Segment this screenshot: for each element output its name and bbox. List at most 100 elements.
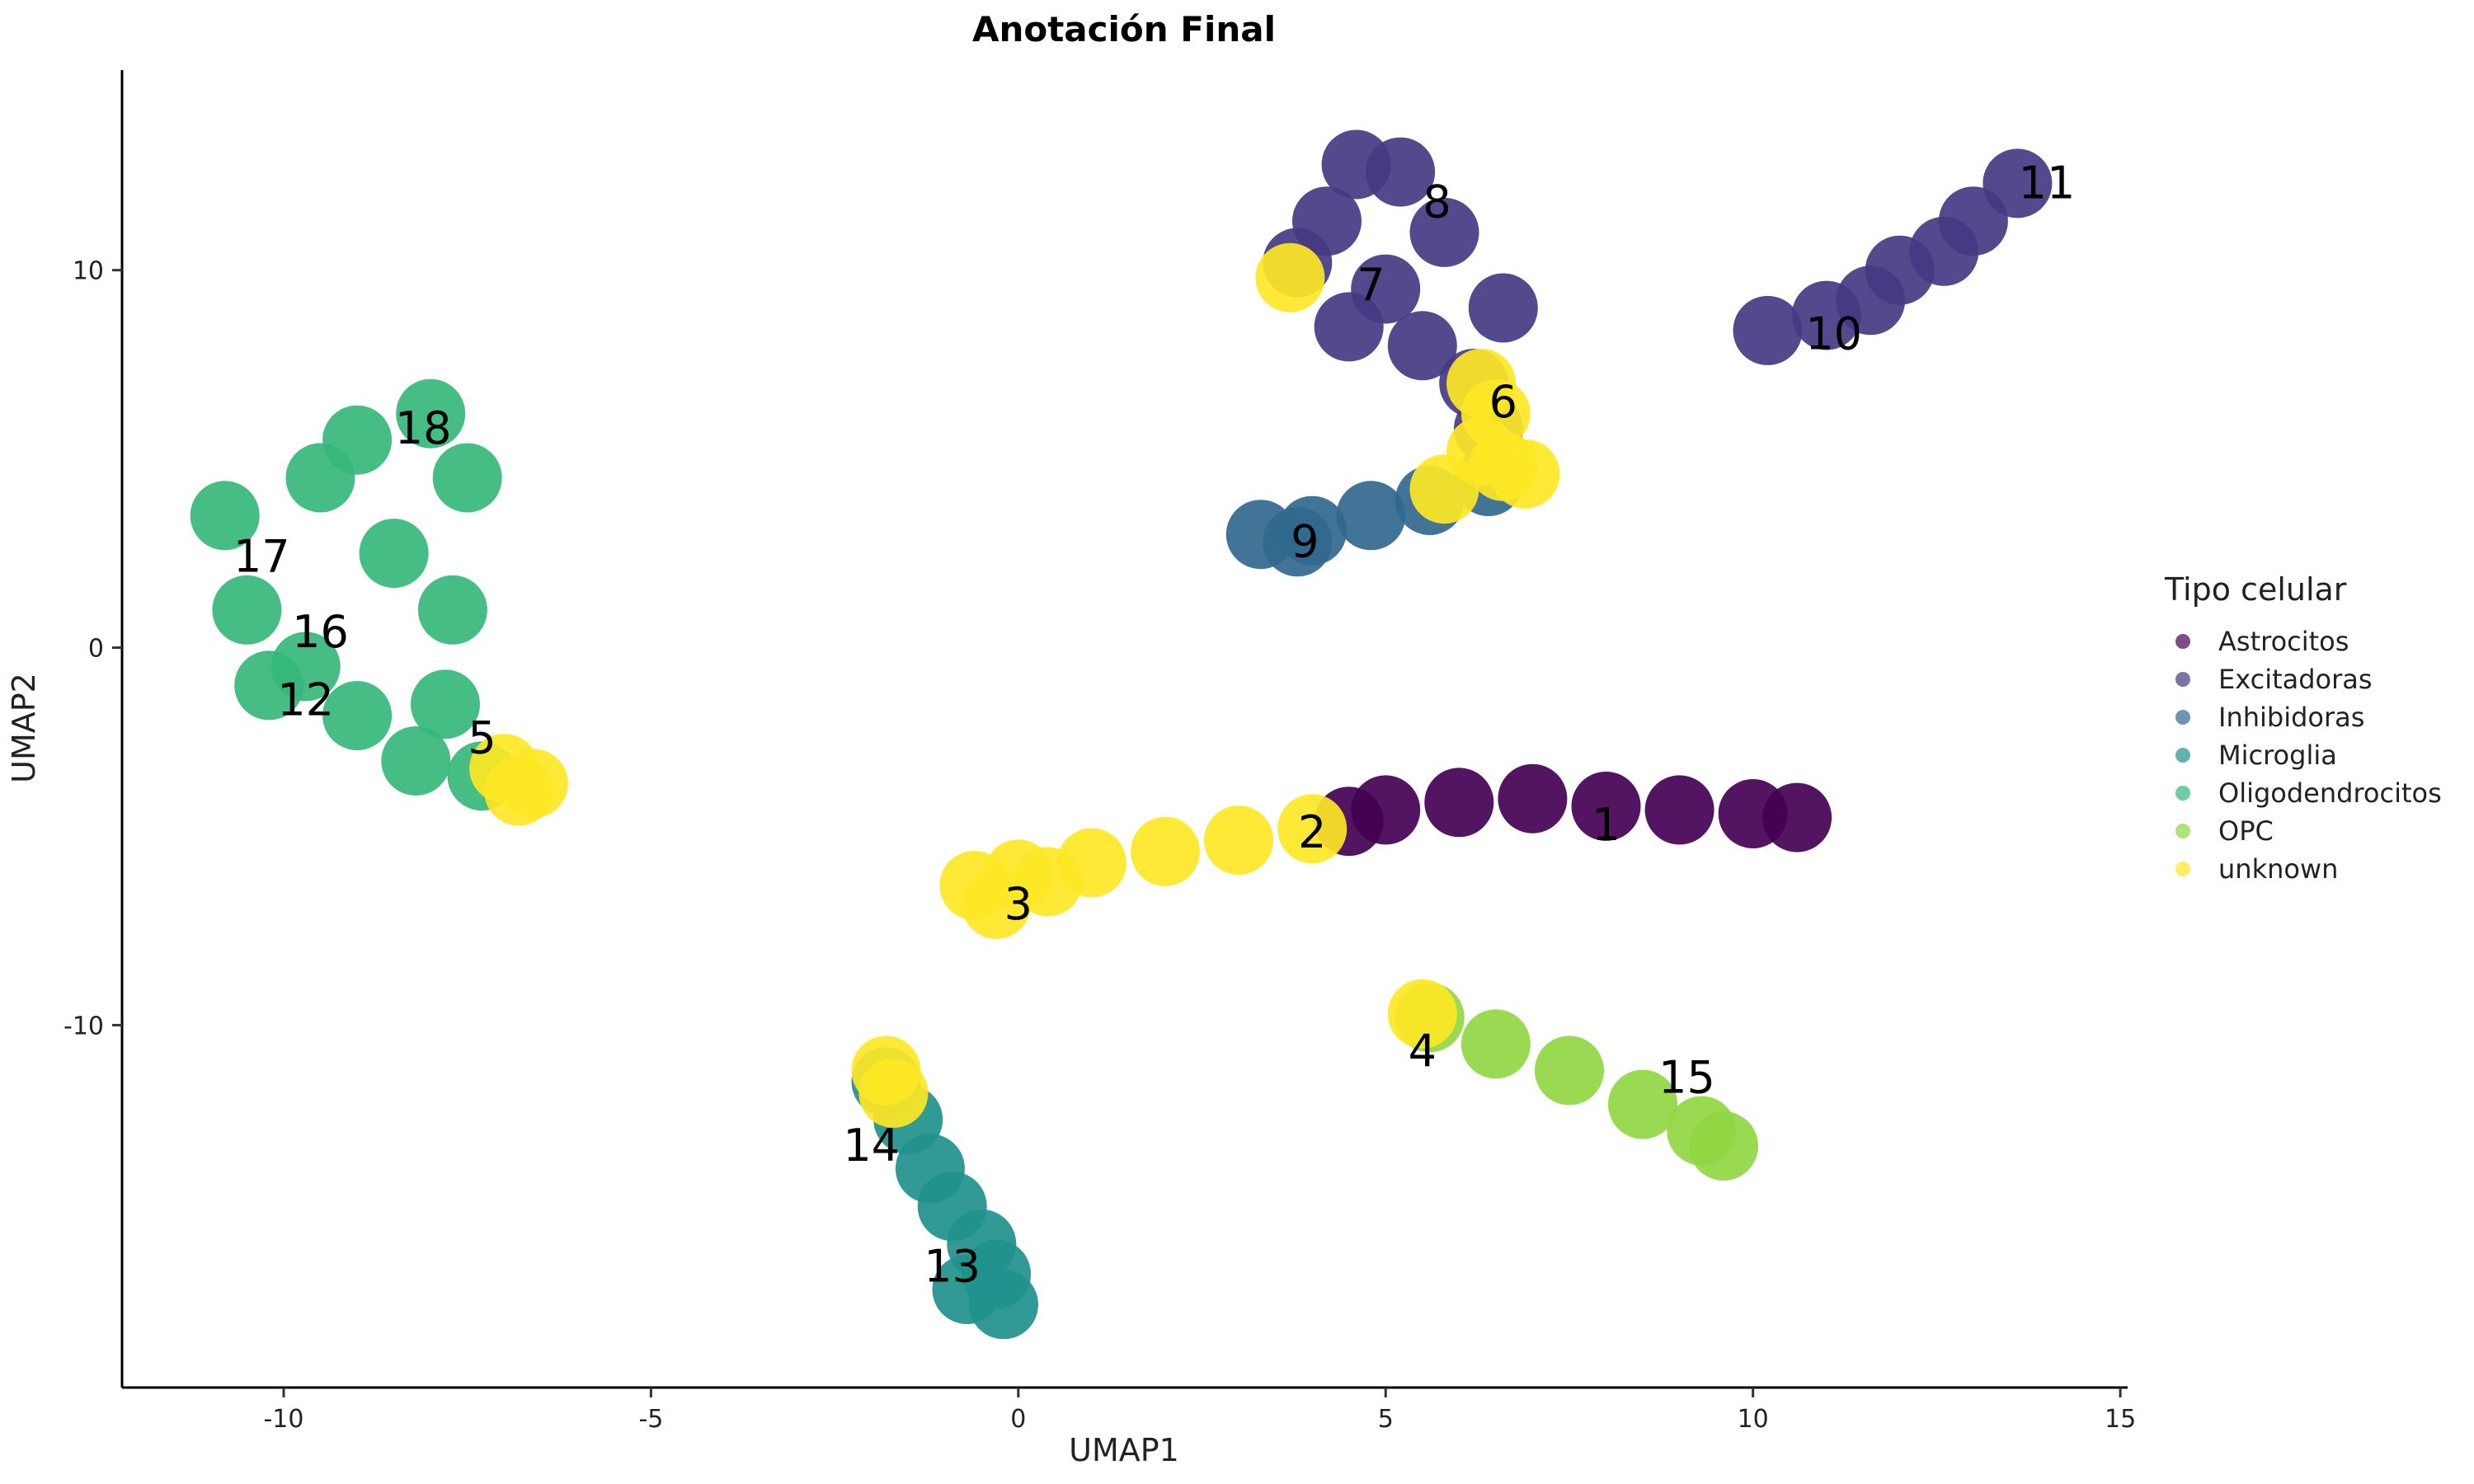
x-tick-label: 0 xyxy=(1010,1405,1026,1434)
legend-swatch xyxy=(2175,824,2190,838)
cluster-label: 12 xyxy=(277,674,334,726)
legend: Tipo celular Astrocitos Excitadoras Inhibid… xyxy=(2164,571,2442,885)
legend-title: Tipo celular xyxy=(2164,571,2347,608)
legend-swatch xyxy=(2175,672,2190,687)
data-point xyxy=(1762,782,1832,852)
data-point xyxy=(1314,292,1384,362)
legend-swatch xyxy=(2175,786,2190,801)
cluster-excitadoras xyxy=(1733,148,2053,365)
data-point xyxy=(1366,137,1436,207)
data-point xyxy=(1131,816,1200,886)
x-tick-label: 10 xyxy=(1738,1405,1769,1434)
data-point xyxy=(1982,148,2053,218)
cluster-label: 4 xyxy=(1409,1026,1437,1078)
data-point xyxy=(1292,186,1362,256)
legend-swatch xyxy=(2175,862,2190,876)
cluster-label: 8 xyxy=(1423,176,1451,228)
y-tick-label: -10 xyxy=(63,1012,104,1040)
data-point xyxy=(1204,805,1274,876)
data-point xyxy=(858,1058,929,1128)
cluster-label: 1 xyxy=(1592,799,1620,851)
data-point xyxy=(411,669,480,740)
data-point xyxy=(432,443,502,513)
data-point xyxy=(1498,763,1568,834)
cluster-unknown xyxy=(1255,242,1560,524)
data-point xyxy=(969,1270,1038,1340)
legend-label: Oligodendrocitos xyxy=(2218,777,2442,809)
legend-swatch xyxy=(2175,710,2190,725)
legend-swatch xyxy=(2175,748,2190,763)
cluster-label: 3 xyxy=(1004,878,1032,930)
data-point xyxy=(1490,439,1560,509)
legend-label: Astrocitos xyxy=(2218,626,2349,657)
data-point xyxy=(1608,1069,1677,1139)
data-point xyxy=(1909,216,1979,286)
y-tick-label: 10 xyxy=(73,257,104,286)
x-tick-label: -10 xyxy=(263,1405,303,1434)
data-point xyxy=(381,726,451,796)
cluster-astrocitos xyxy=(1314,763,1832,857)
data-point xyxy=(1277,794,1348,864)
data-point xyxy=(1336,481,1406,551)
cluster-label: 6 xyxy=(1489,376,1517,428)
cluster-unknown xyxy=(851,1036,929,1128)
cluster-unknown xyxy=(469,734,568,826)
data-point xyxy=(1468,273,1538,343)
cluster-label: 18 xyxy=(395,402,452,454)
x-tick-label: 5 xyxy=(1378,1405,1394,1434)
data-point xyxy=(322,681,393,750)
data-point xyxy=(1409,197,1479,267)
data-point xyxy=(285,443,355,513)
cluster-label: 5 xyxy=(468,711,496,763)
cluster-label: 13 xyxy=(924,1241,981,1293)
data-point xyxy=(417,575,487,645)
cluster-label: 10 xyxy=(1805,308,1862,360)
cluster-label: 9 xyxy=(1291,515,1319,567)
data-point xyxy=(1460,1009,1531,1079)
data-point xyxy=(396,378,466,448)
data-point xyxy=(1424,768,1494,838)
data-point xyxy=(1535,1036,1604,1106)
cluster-label: 7 xyxy=(1357,259,1385,311)
data-point xyxy=(1387,979,1457,1049)
data-point xyxy=(1644,775,1714,845)
x-tick-label: -5 xyxy=(638,1405,663,1434)
x-tick-label: 15 xyxy=(2105,1405,2136,1434)
cluster-layer xyxy=(190,129,2053,1340)
cluster-label: 15 xyxy=(1658,1052,1715,1104)
data-point xyxy=(1263,507,1333,577)
data-point xyxy=(1446,349,1517,418)
legend-label: OPC xyxy=(2218,815,2274,847)
data-point xyxy=(1836,265,1906,336)
cluster-unknown xyxy=(1387,979,1457,1049)
cluster-unknown xyxy=(939,794,1348,939)
data-point xyxy=(1409,454,1479,524)
data-point xyxy=(234,650,304,721)
legend-label: unknown xyxy=(2218,853,2338,885)
data-point xyxy=(1689,1111,1758,1181)
data-point xyxy=(1733,295,1803,365)
legend-label: Microglia xyxy=(2218,740,2337,771)
legend-label: Excitadoras xyxy=(2218,664,2373,695)
cluster-label: 16 xyxy=(292,606,349,658)
legend-label: Inhibidoras xyxy=(2218,702,2364,733)
x-axis-label: UMAP1 xyxy=(1069,1432,1179,1468)
chart-title: Anotación Final xyxy=(972,9,1276,49)
y-axis-label: UMAP2 xyxy=(6,673,42,783)
data-point xyxy=(190,481,260,551)
legend-swatch xyxy=(2175,634,2190,649)
data-point xyxy=(1387,311,1457,381)
data-point xyxy=(484,756,554,826)
cluster-label: 11 xyxy=(2019,157,2076,209)
data-point xyxy=(212,575,282,645)
y-tick-label: 0 xyxy=(88,635,104,664)
data-point xyxy=(1013,847,1083,917)
data-point xyxy=(1255,242,1325,312)
cluster-label: 17 xyxy=(233,531,290,583)
cluster-label: 14 xyxy=(843,1120,900,1172)
cluster-label: 2 xyxy=(1298,806,1326,858)
data-point xyxy=(1571,771,1641,841)
